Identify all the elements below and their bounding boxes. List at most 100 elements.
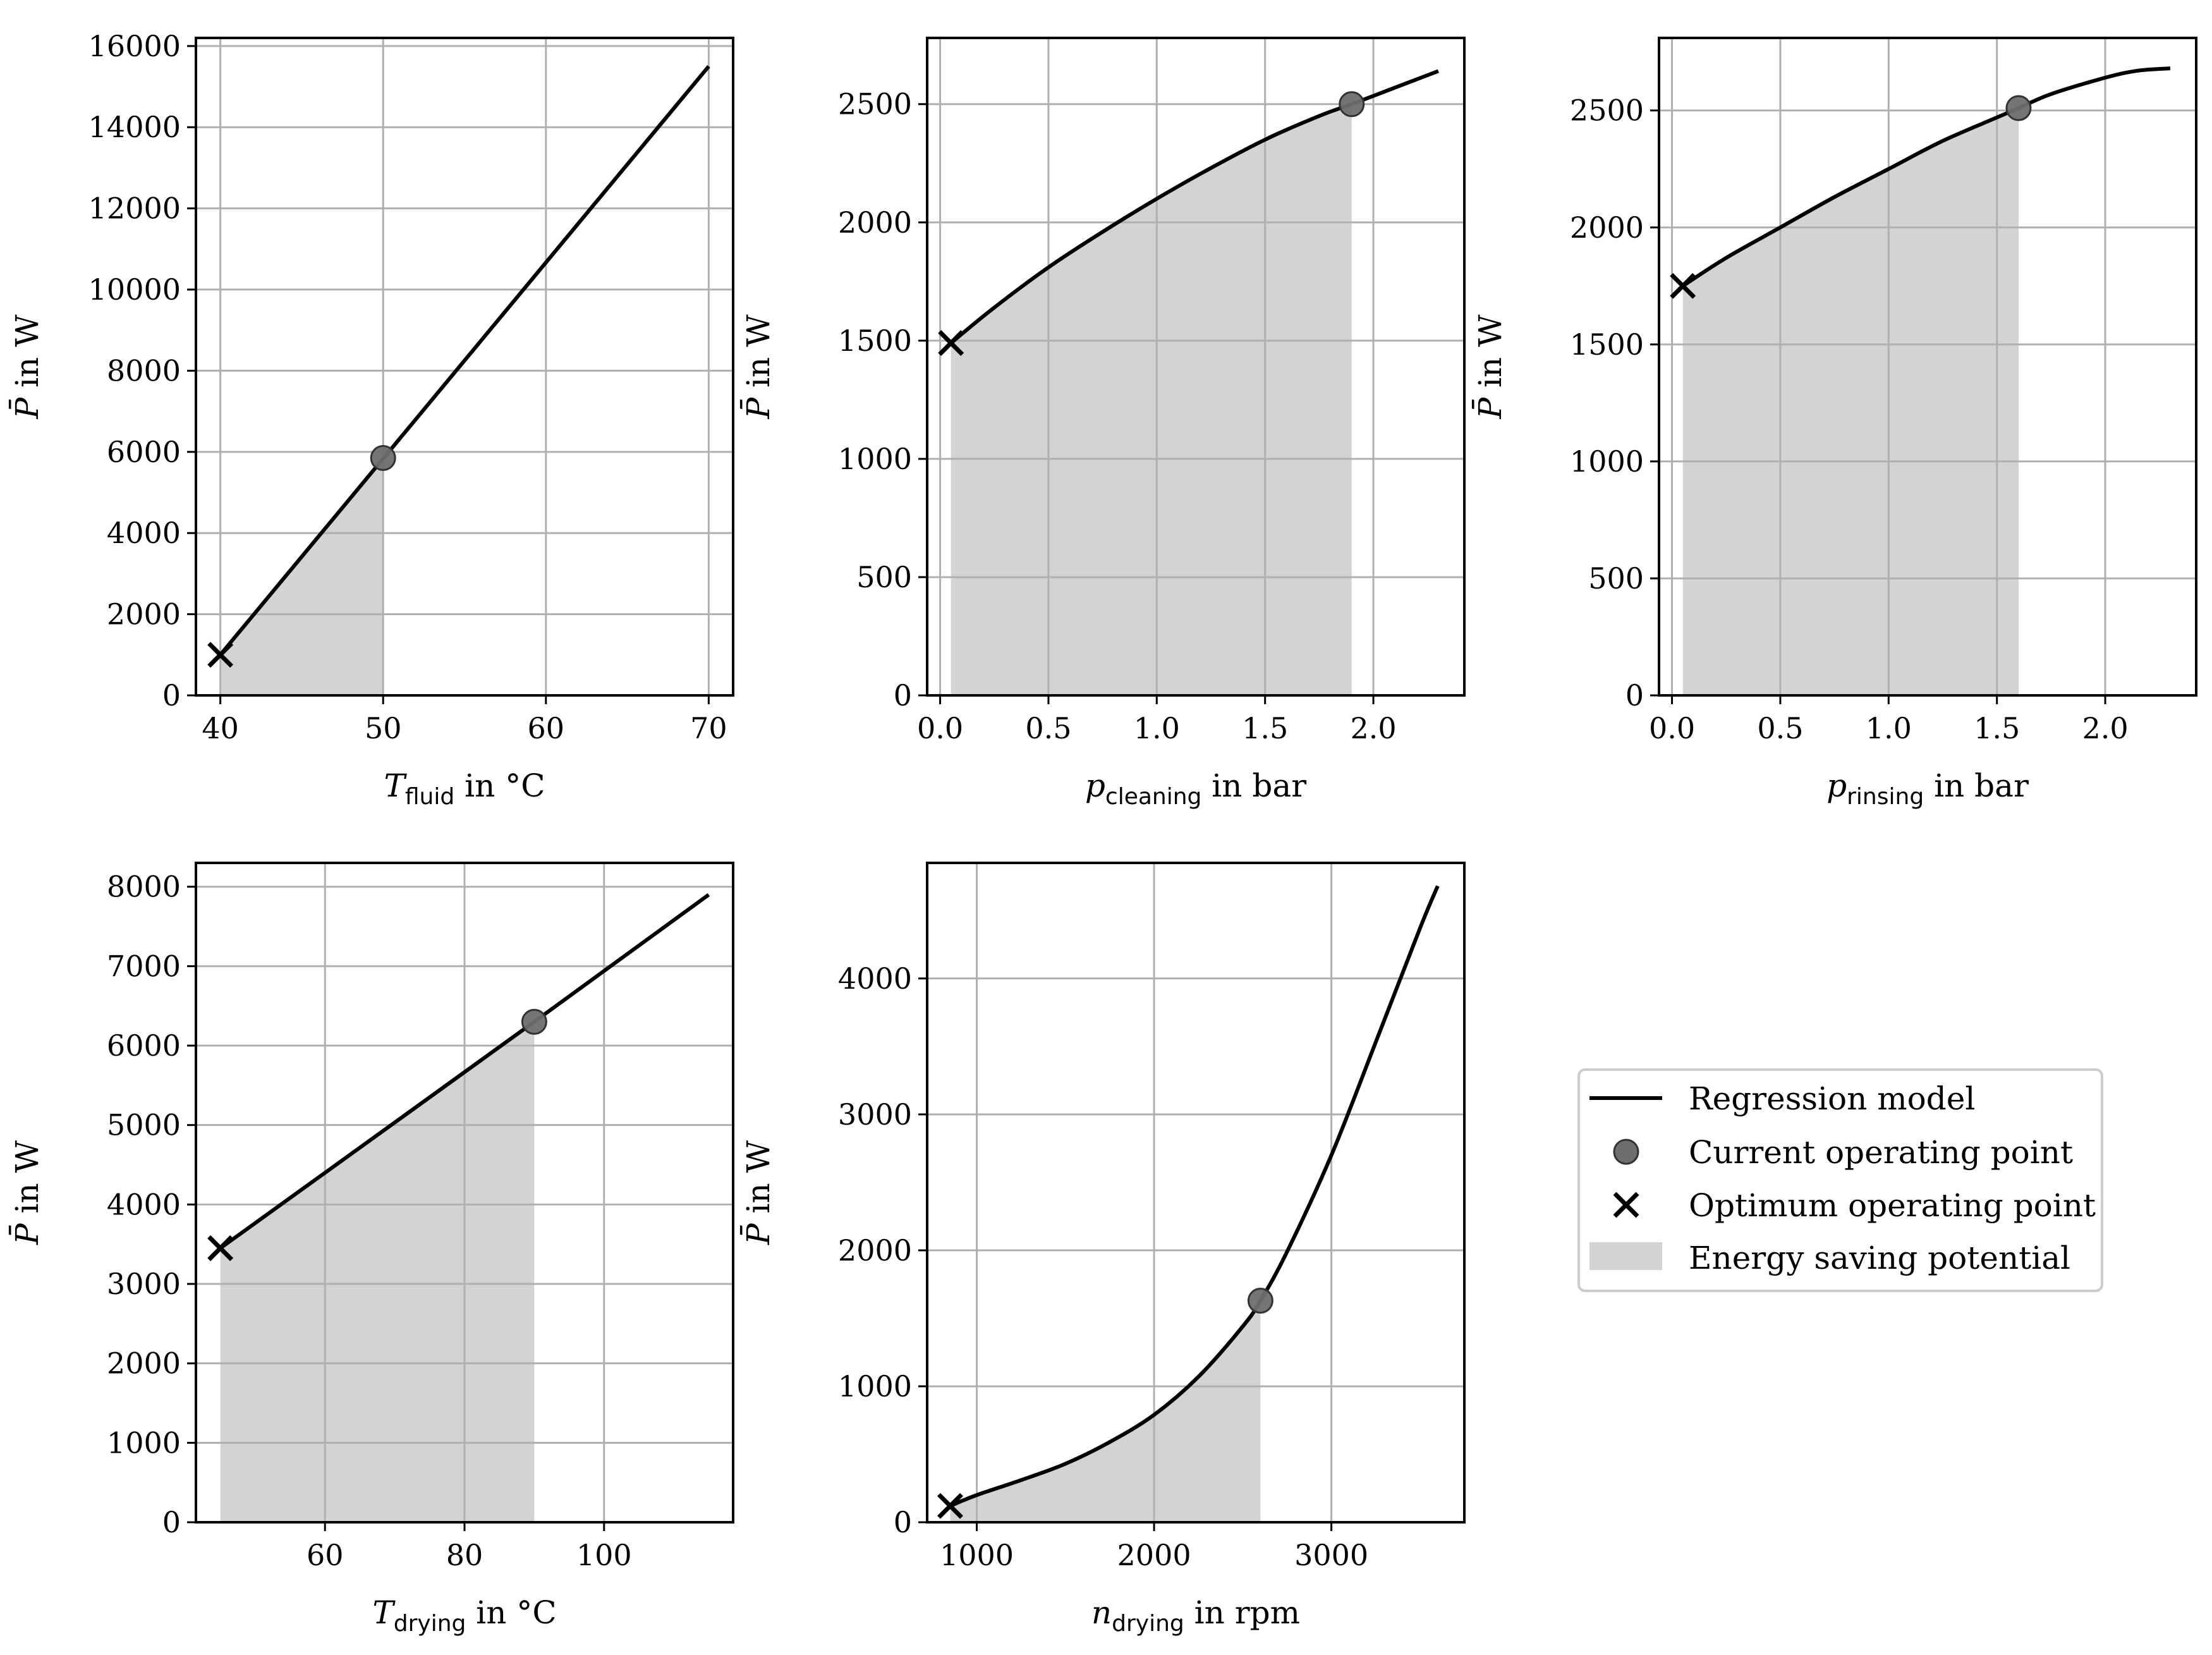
optimum-stroke — [207, 1235, 234, 1261]
x-axis-var: T — [384, 767, 408, 804]
x-tick-label: 80 — [446, 1538, 483, 1572]
x-axis-label: Tfluid in °C — [384, 767, 545, 810]
x-axis-var: n — [1091, 1594, 1112, 1631]
y-tick-label: 2000 — [1570, 211, 1644, 245]
current-point — [1247, 1287, 1273, 1314]
energy-saving-area — [950, 1300, 1261, 1522]
x-axis-sub: fluid — [405, 784, 454, 810]
y-tick-label: 1500 — [838, 324, 912, 358]
y-axis-var: P̄ — [1471, 397, 1509, 420]
optimum-stroke — [207, 642, 234, 668]
y-tick-label: 1000 — [838, 1369, 912, 1403]
x-axis-sub: drying — [1112, 1611, 1184, 1637]
axes-frame — [926, 37, 1466, 697]
legend-label-current: Current operating point — [1689, 1134, 2073, 1171]
x-axis-label: pcleaning in bar — [1085, 767, 1306, 810]
optimum-stroke — [938, 330, 964, 357]
x-axis-label: Tdrying in °C — [372, 1594, 556, 1637]
y-tick-label: 2500 — [838, 87, 912, 121]
regression-line — [219, 893, 710, 1250]
x-tick-label: 2.0 — [2082, 711, 2128, 745]
x-axis-unit: in °C — [466, 1594, 556, 1631]
x-axis-label: prinsing in bar — [1826, 767, 2029, 810]
y-tick-label: 0 — [1626, 678, 1644, 712]
y-axis-var: P̄ — [8, 1223, 46, 1245]
x-tick-label: 2.0 — [1350, 711, 1396, 745]
subplot-3: 0.0 0.5 1.0 1.5 2.0 0 500 1000 1500 2000 2500 prins… — [1471, 37, 2197, 810]
optimum-stroke — [1670, 272, 1696, 299]
x-tick-label: 3000 — [1294, 1538, 1368, 1572]
y-tick-label: 7000 — [107, 949, 181, 983]
x-axis-sub: drying — [394, 1611, 466, 1637]
y-tick-label: 16000 — [88, 29, 181, 63]
current-point — [2005, 95, 2032, 121]
y-tick-label: 500 — [856, 560, 912, 594]
x-tick-label: 1000 — [940, 1538, 1014, 1572]
y-axis-unit: in W — [9, 314, 46, 398]
x-tick-label: 0.0 — [1649, 711, 1695, 745]
y-tick-label: 2500 — [1570, 94, 1644, 128]
y-tick-label: 2000 — [838, 1233, 912, 1267]
current-point — [1339, 91, 1365, 118]
y-axis-label: P̄ in W — [1471, 314, 1509, 420]
y-tick-label: 2000 — [107, 597, 181, 632]
y-axis-unit: in W — [1472, 314, 1509, 398]
y-axis-label: P̄ in W — [8, 314, 46, 420]
x-axis-var: p — [1085, 767, 1105, 804]
y-tick-label: 0 — [162, 1505, 181, 1539]
x-axis-var: T — [372, 1594, 396, 1631]
legend: Regression model Current operating point… — [1577, 1068, 2103, 1292]
y-tick-label: 4000 — [107, 516, 181, 550]
x-tick-label: 0.0 — [917, 711, 963, 745]
y-axis-unit: in W — [9, 1140, 46, 1223]
x-tick-label: 0.5 — [1757, 711, 1803, 745]
y-tick-label: 0 — [894, 1505, 912, 1539]
current-point — [521, 1008, 547, 1035]
y-tick-label: 1000 — [107, 1426, 181, 1460]
y-tick-label: 0 — [162, 678, 181, 712]
y-tick-label: 12000 — [88, 192, 181, 226]
subplot-1: 40 50 60 70 0 2000 4000 6000 8000 10000 12000 14000… — [8, 29, 734, 810]
optimum-stroke — [937, 1493, 963, 1519]
x-axis-var: p — [1826, 767, 1847, 804]
x-axis-sub: cleaning — [1105, 784, 1202, 810]
y-tick-label: 8000 — [107, 870, 181, 904]
y-axis-var: P̄ — [8, 397, 46, 420]
y-axis-unit: in W — [740, 314, 777, 398]
y-tick-label: 14000 — [88, 110, 181, 144]
x-tick-label: 100 — [576, 1538, 632, 1572]
energy-saving-area — [220, 458, 384, 695]
regression-line — [219, 64, 710, 656]
axes-frame — [195, 37, 734, 697]
y-axis-unit: in W — [740, 1140, 777, 1223]
y-tick-label: 3000 — [838, 1097, 912, 1132]
y-tick-label: 4000 — [838, 962, 912, 996]
y-axis-label: P̄ in W — [739, 314, 777, 420]
y-tick-label: 1000 — [838, 442, 912, 476]
x-tick-label: 40 — [202, 711, 239, 745]
x-tick-label: 2000 — [1117, 1538, 1191, 1572]
y-tick-label: 5000 — [107, 1108, 181, 1142]
x-tick-label: 1.5 — [1242, 711, 1288, 745]
legend-x-swatch — [1613, 1192, 1639, 1218]
x-axis-unit: in bar — [1924, 767, 2029, 804]
optimum-point — [938, 330, 964, 357]
x-tick-label: 60 — [307, 1538, 344, 1572]
regression-line — [949, 885, 1440, 1508]
y-axis-label: P̄ in W — [8, 1140, 46, 1245]
x-tick-label: 1.5 — [1974, 711, 2020, 745]
x-tick-label: 1.0 — [1134, 711, 1180, 745]
axes-frame — [926, 862, 1466, 1524]
axes-frame — [1658, 37, 2197, 697]
subplot-5: 1000 2000 3000 0 1000 2000 3000 4000 ndrying in … — [739, 862, 1466, 1637]
y-tick-label: 10000 — [88, 272, 181, 307]
x-tick-label: 1.0 — [1866, 711, 1912, 745]
energy-saving-area — [1682, 108, 2019, 695]
optimum-point — [207, 642, 234, 668]
x-tick-label: 60 — [528, 711, 565, 745]
y-axis-var: P̄ — [739, 397, 777, 420]
current-point — [370, 444, 396, 471]
legend-frame — [1577, 1068, 2103, 1292]
legend-circle-swatch — [1613, 1139, 1639, 1165]
